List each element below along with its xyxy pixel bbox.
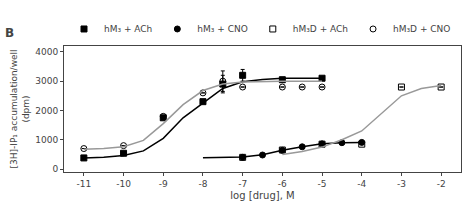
svg-text:hM₃D + ACh: hM₃D + ACh [293,24,348,34]
svg-text:hM₃ + ACh: hM₃ + ACh [104,24,152,34]
svg-text:4000: 4000 [35,47,58,57]
svg-text:hM₃D + CNO: hM₃D + CNO [393,24,450,34]
svg-text:3000: 3000 [35,76,58,86]
svg-text:2000: 2000 [35,106,58,116]
svg-text:-9: -9 [159,179,168,189]
svg-text:-10: -10 [116,179,131,189]
svg-text:hM₃ + CNO: hM₃ + CNO [197,24,247,34]
svg-text:-2: -2 [437,179,446,189]
svg-text:-7: -7 [238,179,247,189]
svg-text:1000: 1000 [35,135,58,145]
svg-text:-4: -4 [357,179,366,189]
svg-text:-8: -8 [198,179,207,189]
svg-text:-3: -3 [397,179,406,189]
svg-text:-11: -11 [76,179,91,189]
svg-text:log [drug], M: log [drug], M [230,190,294,201]
svg-text:[3H]-IP₁ accumulation/well(dpm: [3H]-IP₁ accumulation/well(dpm) [9,49,31,168]
svg-text:-6: -6 [278,179,287,189]
svg-text:-5: -5 [318,179,327,189]
svg-text:B: B [5,26,14,40]
svg-text:0: 0 [52,164,58,174]
